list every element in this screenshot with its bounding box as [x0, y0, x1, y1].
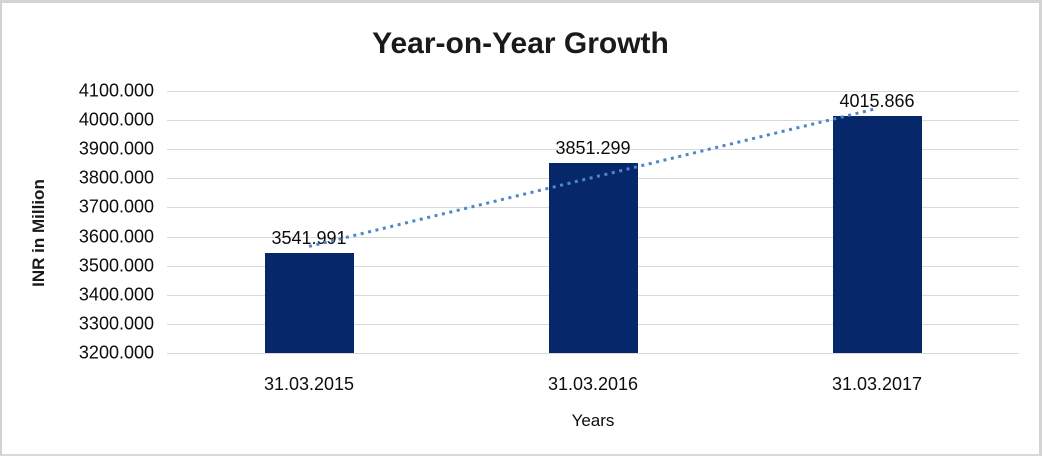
x-tick-label: 31.03.2015 [263, 374, 355, 394]
bar-31.03.2017 [832, 115, 922, 353]
trendline [308, 107, 878, 248]
y-tick-label: 4100.000 [78, 80, 154, 101]
y-tick-label: 4000.000 [78, 109, 154, 130]
y-tick-label: 3200.000 [78, 342, 154, 363]
gridline [167, 149, 1019, 151]
gridline [167, 353, 1019, 354]
y-tick-label: 3600.000 [78, 226, 154, 247]
x-tick-label: 31.03.2017 [831, 374, 923, 394]
y-axis-tick-labels: 4100.000 4000.000 3900.000 3800.000 3700.000… [2, 3, 154, 454]
data-label: 3851.299 [555, 138, 631, 159]
bar-31.03.2016 [548, 163, 638, 353]
y-tick-label: 3300.000 [78, 313, 154, 334]
bar-31.03.2015 [264, 253, 354, 353]
y-tick-label: 3700.000 [78, 196, 154, 217]
y-tick-label: 3800.000 [78, 167, 154, 188]
x-tick-label: 31.03.2016 [547, 374, 639, 394]
y-tick-label: 3900.000 [78, 138, 154, 159]
gridline [167, 91, 1019, 92]
plot-area: 3541.991 3851.299 4015.866 [167, 90, 1019, 354]
gridline [167, 120, 1019, 122]
data-label: 4015.866 [839, 90, 915, 111]
y-tick-label: 3400.000 [78, 284, 154, 305]
y-tick-label: 3500.000 [78, 255, 154, 276]
data-label: 3541.991 [271, 228, 347, 249]
x-axis-title: Years [571, 411, 615, 430]
chart-title: Year-on-Year Growth [372, 27, 669, 60]
